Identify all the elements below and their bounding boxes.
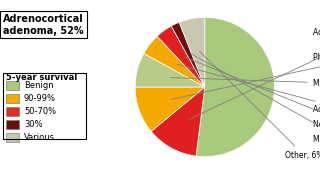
Text: 90-99%: 90-99%	[24, 94, 56, 103]
Wedge shape	[144, 36, 205, 87]
Text: Other, 6%: Other, 6%	[200, 51, 320, 160]
Wedge shape	[171, 22, 205, 87]
Wedge shape	[196, 17, 274, 157]
Text: 5-year survival: 5-year survival	[6, 73, 78, 82]
Text: Various: Various	[24, 133, 55, 142]
Text: 30%: 30%	[24, 120, 43, 129]
Text: Metastases, 2%: Metastases, 2%	[191, 54, 320, 144]
Text: Benign: Benign	[24, 81, 54, 90]
Wedge shape	[151, 87, 205, 156]
Text: Adrenocortical
adenoma, 52%: Adrenocortical adenoma, 52%	[3, 14, 84, 35]
Text: Myelolipoma, 8%: Myelolipoma, 8%	[171, 78, 320, 88]
Wedge shape	[157, 26, 205, 87]
Text: Pheochromocytoma, 11%: Pheochromocytoma, 11%	[172, 53, 320, 99]
Wedge shape	[135, 87, 205, 131]
Text: 50-70%: 50-70%	[24, 107, 56, 116]
Text: Adrenal cyst, 5%: Adrenal cyst, 5%	[177, 64, 320, 114]
Text: Neuronal tumor, 4%: Neuronal tumor, 4%	[185, 57, 320, 129]
Wedge shape	[179, 17, 205, 87]
Text: Adrenocortical carcinoma, 12%: Adrenocortical carcinoma, 12%	[189, 28, 320, 119]
Wedge shape	[135, 53, 205, 87]
